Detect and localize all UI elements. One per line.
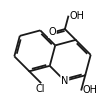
Text: Cl: Cl — [36, 84, 45, 94]
Text: OH: OH — [83, 85, 98, 95]
Text: N: N — [61, 76, 68, 86]
Text: OH: OH — [70, 11, 85, 21]
Text: O: O — [49, 27, 56, 37]
